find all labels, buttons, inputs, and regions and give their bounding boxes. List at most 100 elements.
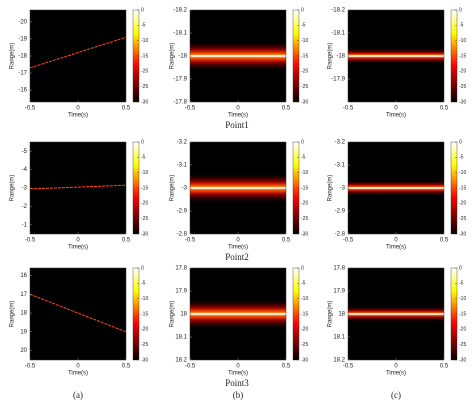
colorbar-tick-label: -15 <box>301 53 308 59</box>
y-tick-label: -17.9 <box>331 77 345 83</box>
colorbar-tick-label: -10 <box>459 38 466 44</box>
y-tick-label: 19 <box>20 329 27 335</box>
colorbar-tick-label: -5 <box>141 281 146 287</box>
colorbar-tick-label: -30 <box>301 231 308 237</box>
y-tick-label: -18.2 <box>173 8 187 14</box>
colorbar-tick-label: -10 <box>459 170 466 176</box>
colorbar-tick-label: -25 <box>301 342 308 348</box>
y-axis-label: Range(m) <box>170 43 176 70</box>
colorbar-tick-label: -10 <box>141 38 148 44</box>
colorbar-tick-label: -30 <box>141 231 148 237</box>
colorbar-tick-label: -30 <box>459 231 466 237</box>
y-tick-label: -3.2 <box>177 140 188 146</box>
y-tick-label: 18 <box>338 312 345 318</box>
y-tick-label: 18.2 <box>175 358 187 364</box>
x-tick-label: -0.5 <box>25 238 36 244</box>
colorbar-tick-label: -15 <box>459 311 466 317</box>
colorbar-tick-label: -5 <box>301 155 306 161</box>
x-axis-label: Time(s) <box>386 371 406 377</box>
y-tick-label: 18 <box>20 311 27 317</box>
y-tick-label: 17.8 <box>175 266 187 272</box>
colorbar-tick-label: -15 <box>301 185 308 191</box>
y-axis-label: Range(m) <box>170 301 176 328</box>
target-trace <box>29 293 127 333</box>
colorbar-tick-label: 0 <box>459 265 462 271</box>
colorbar-tick-label: -15 <box>459 185 466 191</box>
colorbar-tick-label: -20 <box>459 201 466 207</box>
y-tick-label: 17.9 <box>175 289 187 295</box>
y-tick-label: -17 <box>18 71 27 77</box>
x-axis-label: Time(s) <box>228 113 248 119</box>
x-tick-label: -0.5 <box>25 364 36 370</box>
x-tick-label: 0 <box>76 364 80 370</box>
x-tick-label: -0.5 <box>185 106 196 112</box>
colorbar-tick-label: -5 <box>459 155 464 161</box>
y-tick-label: 17.9 <box>333 289 345 295</box>
x-tick-label: 0 <box>236 238 240 244</box>
x-axis-label: Time(s) <box>228 371 248 377</box>
x-tick-label: 0.5 <box>122 106 131 112</box>
y-axis-label: Range(m) <box>170 175 176 202</box>
colorbar-tick-label: -20 <box>141 69 148 75</box>
x-tick-label: -0.5 <box>185 238 196 244</box>
y-tick-label: -2.9 <box>177 209 188 215</box>
colorbar-tick-label: -5 <box>459 281 464 287</box>
x-tick-label: 0 <box>76 238 80 244</box>
y-tick-label: -19 <box>18 37 27 43</box>
y-axis-label: Range(m) <box>328 301 334 328</box>
colorbar-tick-label: 0 <box>301 265 304 271</box>
x-tick-label: 0.5 <box>122 238 131 244</box>
colorbar-tick-label: 0 <box>459 7 462 13</box>
colorbar-tick-label: -20 <box>301 327 308 333</box>
colorbar-tick-label: -5 <box>141 23 146 29</box>
y-tick-label: -16 <box>18 88 27 94</box>
colorbar-tick-label: 0 <box>301 7 304 13</box>
y-tick-label: -1 <box>22 222 28 228</box>
colorbar-tick-label: -30 <box>459 99 466 105</box>
colorbar-tick-label: -10 <box>141 170 148 176</box>
y-tick-label: -3 <box>182 186 188 192</box>
y-tick-label: -20 <box>18 20 27 26</box>
y-tick-label: -2 <box>22 204 28 210</box>
column-caption: (a) <box>73 390 83 400</box>
x-tick-label: 0.5 <box>440 106 449 112</box>
x-tick-label: 0 <box>394 106 398 112</box>
colorbar-tick-label: -5 <box>301 23 306 29</box>
plot-area <box>30 268 126 360</box>
x-tick-label: 0 <box>394 238 398 244</box>
y-tick-label: -2.8 <box>335 232 346 238</box>
x-axis-label: Time(s) <box>68 245 88 251</box>
column-caption: (b) <box>233 390 244 400</box>
colorbar-tick-label: 0 <box>141 139 144 145</box>
target-trace <box>29 36 127 69</box>
y-tick-label: -3.2 <box>335 140 346 146</box>
y-axis-label: Range(m) <box>10 43 16 70</box>
colorbar-tick-label: -10 <box>301 38 308 44</box>
y-tick-label: -17.8 <box>173 100 187 106</box>
target-trace <box>29 184 127 190</box>
colorbar-tick-label: -25 <box>141 84 148 90</box>
colorbar-tick-label: -15 <box>141 185 148 191</box>
colorbar-tick-label: -25 <box>459 84 466 90</box>
y-tick-label: 18.2 <box>333 358 345 364</box>
row-caption: Point2 <box>225 252 249 262</box>
y-tick-label: -18 <box>336 54 345 60</box>
y-tick-label: -3.1 <box>177 163 188 169</box>
x-tick-label: 0.5 <box>440 364 449 370</box>
colorbar-tick-label: -10 <box>459 296 466 302</box>
y-tick-label: -18 <box>18 54 27 60</box>
x-axis-label: Time(s) <box>68 371 88 377</box>
row-caption: Point1 <box>225 120 249 130</box>
x-axis-label: Time(s) <box>68 113 88 119</box>
x-axis-label: Time(s) <box>386 113 406 119</box>
colorbar-tick-label: -25 <box>141 342 148 348</box>
x-tick-label: 0.5 <box>440 238 449 244</box>
colorbar-tick-label: -30 <box>301 99 308 105</box>
colorbar-tick-label: -15 <box>141 53 148 59</box>
colorbar-tick-label: -5 <box>301 281 306 287</box>
colorbar-tick-label: 0 <box>141 7 144 13</box>
y-tick-label: -18.2 <box>331 8 345 14</box>
y-tick-label: -18.1 <box>173 31 187 37</box>
y-tick-label: -2.9 <box>335 209 346 215</box>
y-axis-label: Range(m) <box>10 301 16 328</box>
